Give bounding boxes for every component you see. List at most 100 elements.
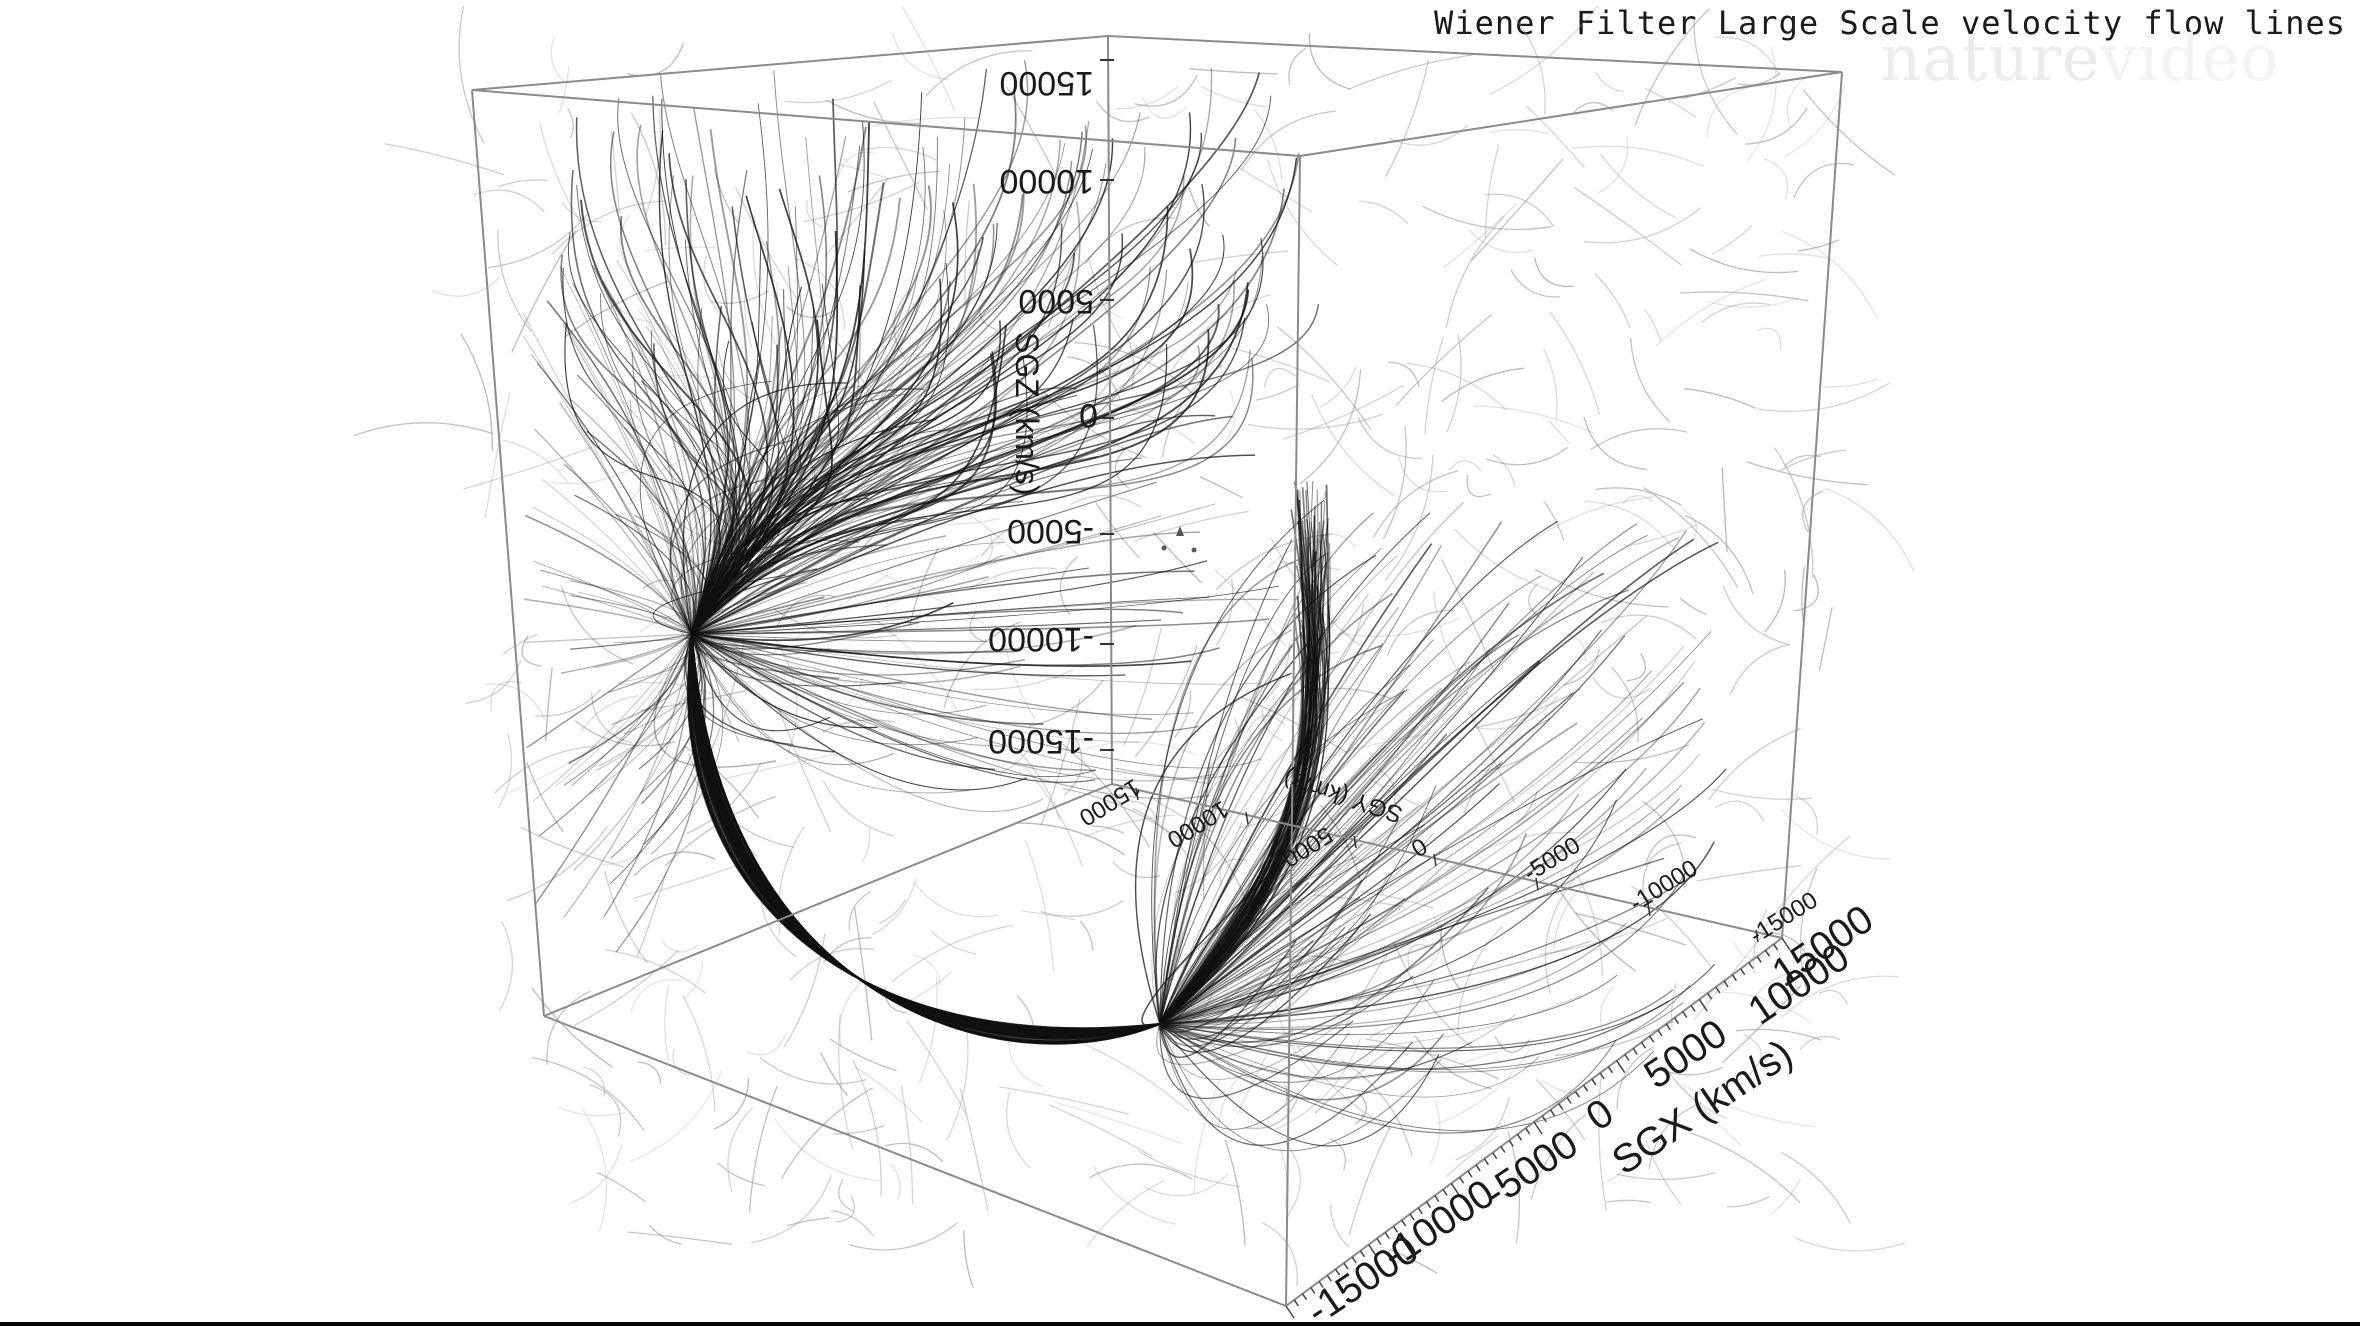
dark-flow-line (691, 633, 1161, 1034)
faint-flow-line (1729, 643, 1790, 695)
faint-flow-line (1644, 308, 1662, 341)
faint-flow-line (1683, 1084, 1816, 1128)
dark-flow-line (1159, 512, 1374, 1025)
dark-flow-line (1159, 631, 1326, 1025)
faint-flow-line (891, 924, 1014, 983)
faint-flow-line (1247, 413, 1383, 430)
dark-flow-line (1159, 629, 1310, 1025)
dark-flow-line (1159, 739, 1296, 1025)
faint-flow-line (604, 949, 707, 994)
faint-flow-line (941, 497, 1021, 558)
box-edge (471, 35, 1109, 91)
faint-flow-line (627, 1231, 733, 1245)
faint-flow-line (535, 688, 602, 717)
dark-flow-line (690, 633, 1161, 1033)
dark-flow-line (525, 514, 693, 635)
faint-flow-line (750, 1174, 833, 1244)
dark-flow-line (691, 633, 1096, 778)
faint-flow-line (1799, 867, 1818, 991)
dark-flow-line (690, 633, 1161, 1033)
faint-flow-line (1288, 47, 1307, 85)
faint-flow-line (752, 215, 776, 345)
dark-flow-line (525, 633, 693, 643)
dark-flow-line (691, 126, 867, 635)
faint-flow-line (1583, 207, 1701, 244)
faint-flow-line (633, 860, 749, 899)
faint-flow-line (664, 984, 670, 1061)
faint-flow-line (502, 633, 538, 655)
faint-flow-line (1266, 159, 1339, 267)
z-axis-tick-labels: 15000 10000 5000 0 -5000 -10000 -15000 (988, 64, 1098, 760)
faint-flow-line (1308, 33, 1351, 90)
dark-flow-line (1159, 768, 1627, 1025)
faint-flow-line (1745, 107, 1808, 145)
dark-flow-line (691, 596, 1210, 635)
faint-flow-line (1261, 1221, 1298, 1287)
faint-flow-line (484, 392, 511, 519)
box-edge (543, 783, 1113, 1017)
faint-flow-line (497, 230, 532, 332)
faint-flow-line (715, 751, 845, 782)
faint-flow-line (583, 1066, 606, 1097)
faint-flow-line (1473, 405, 1595, 434)
dark-flow-line (691, 633, 1262, 769)
faint-flow-line (550, 37, 568, 84)
faint-flow-line (1475, 688, 1581, 729)
dark-flow-line (1159, 767, 1647, 1025)
dark-flow-line (669, 476, 780, 635)
dark-flow-line (563, 633, 693, 786)
dark-flow-line (691, 223, 995, 635)
faint-flow-line (1440, 925, 1462, 991)
faint-flow-line (604, 871, 649, 964)
faint-flow-line (498, 179, 547, 188)
dark-flow-line (1159, 539, 1293, 1025)
faint-flow-line (633, 851, 716, 877)
faint-flow-line (838, 979, 865, 1047)
dark-flow-line (691, 633, 1044, 725)
faint-flow-line (806, 200, 823, 228)
dark-flow-line (1159, 860, 1450, 1031)
dark-flow-line (669, 439, 794, 635)
dark-flow-line (691, 633, 878, 729)
faint-flow-line (1794, 1237, 1905, 1252)
dark-flow-line (558, 402, 693, 635)
faint-flow-line (1216, 718, 1240, 767)
dark-flow-line (596, 633, 700, 771)
dark-flow-line (691, 554, 1004, 635)
faint-flow-line (1277, 1144, 1288, 1206)
dark-flow-line (690, 633, 1161, 1032)
faint-flow-line (1774, 447, 1814, 579)
faint-flow-line (893, 289, 911, 360)
dark-flow-line (690, 633, 1161, 1033)
dark-flow-line (691, 234, 1225, 635)
dark-flow-line (689, 633, 1161, 1032)
dark-flow-line (658, 130, 712, 635)
faint-flow-line (1666, 1066, 1723, 1076)
nature-video-watermark: naturevideo (1880, 22, 2280, 96)
x-tick (1351, 1256, 1357, 1264)
dark-flow-line (652, 574, 786, 635)
dark-flow-line (1159, 1000, 1670, 1070)
faint-flow-line (1020, 910, 1075, 921)
faint-flow-line (1441, 367, 1525, 403)
dark-flow-line (1159, 645, 1685, 1025)
faint-flow-line (946, 1027, 969, 1141)
faint-flow-line (1470, 158, 1564, 262)
faint-flow-line (1818, 607, 1833, 671)
dark-flow-line (691, 206, 1169, 635)
faint-flow-line (498, 733, 513, 808)
faint-flow-line (872, 100, 928, 210)
faint-flow-line (995, 749, 1030, 777)
faint-flow-line (1134, 74, 1198, 107)
faint-flow-line (1207, 389, 1236, 459)
x-tick (1467, 1170, 1473, 1178)
faint-flow-line (1441, 559, 1496, 673)
dark-flow-line (691, 633, 1161, 1040)
faint-flow-line (833, 1125, 885, 1135)
faint-flow-line (1712, 788, 1813, 800)
faint-flow-line (1448, 460, 1482, 472)
x-tick (1334, 1268, 1341, 1276)
faint-flow-line (1215, 578, 1234, 647)
video-title: Wiener Filter Large Scale velocity flow … (1434, 4, 2346, 42)
